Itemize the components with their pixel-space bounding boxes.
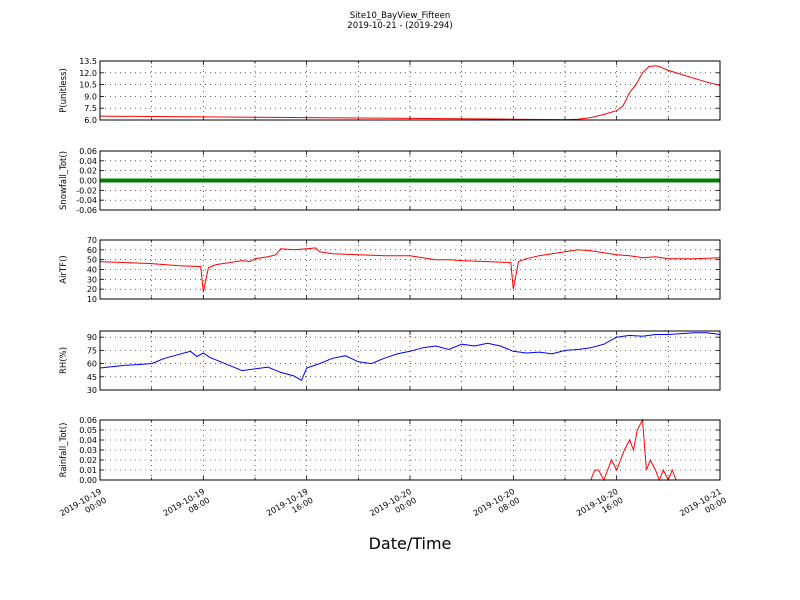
y-tick-label: 0.02 bbox=[79, 456, 97, 465]
panel-frame bbox=[99, 150, 721, 211]
y-tick-label: -0.06 bbox=[76, 206, 97, 215]
panel-frame bbox=[99, 239, 721, 300]
y-tick-label: 60 bbox=[87, 246, 97, 255]
y-tick-label: -0.04 bbox=[76, 196, 97, 205]
y-tick-label: -0.02 bbox=[76, 186, 97, 195]
y-tick-label: 9.0 bbox=[84, 92, 97, 101]
figure-title-block: Site10_BayView_Fifteen 2019-10-21 - (201… bbox=[0, 11, 800, 31]
y-tick-label: 0.00 bbox=[79, 177, 97, 186]
y-tick-label: 0.02 bbox=[79, 167, 97, 176]
figure-subtitle: 2019-10-21 - (2019-294) bbox=[347, 21, 453, 31]
y-tick-label: 50 bbox=[87, 256, 97, 265]
y-axis-label: RH(%) bbox=[59, 347, 69, 374]
panel-frame bbox=[99, 330, 721, 391]
y-tick-label: 10.5 bbox=[79, 81, 97, 90]
y-tick-label: 0.03 bbox=[79, 446, 97, 455]
y-tick-label: 0.04 bbox=[79, 157, 97, 166]
y-tick-label: 6.0 bbox=[84, 116, 97, 125]
y-axis-label: P(unitless) bbox=[59, 68, 69, 113]
y-tick-label: 30 bbox=[87, 386, 97, 395]
y-tick-label: 13.5 bbox=[79, 57, 97, 66]
y-tick-label: 10 bbox=[87, 295, 97, 304]
y-tick-label: 0.01 bbox=[79, 466, 97, 475]
y-axis-label: Snowfall_Tot() bbox=[59, 151, 69, 210]
y-axis-label: AirTF() bbox=[59, 255, 69, 283]
y-tick-label: 7.5 bbox=[84, 104, 97, 113]
series-line bbox=[100, 418, 720, 482]
y-tick-label: 12.0 bbox=[79, 69, 97, 78]
series-line bbox=[99, 247, 721, 293]
y-tick-label: 70 bbox=[87, 236, 97, 245]
y-tick-label: 0.04 bbox=[79, 436, 97, 445]
x-axis-label: Date/Time bbox=[368, 534, 452, 553]
y-tick-label: 45 bbox=[87, 373, 97, 382]
y-tick-label: 0.06 bbox=[79, 416, 97, 425]
x-tick-label: 2019-10-2016:00 bbox=[575, 487, 625, 527]
y-tick-label: 0.00 bbox=[79, 476, 97, 485]
x-tick-label: 2019-10-1900:00 bbox=[58, 487, 108, 527]
series-line bbox=[99, 65, 721, 121]
y-tick-label: 60 bbox=[87, 360, 97, 369]
y-tick-label: 90 bbox=[87, 333, 97, 342]
panel-frame bbox=[99, 419, 721, 481]
y-tick-label: 30 bbox=[87, 275, 97, 284]
y-tick-label: 20 bbox=[87, 285, 97, 294]
x-tick-label: 2019-10-1908:00 bbox=[162, 487, 212, 527]
y-tick-label: 75 bbox=[87, 346, 97, 355]
y-tick-label: 40 bbox=[87, 266, 97, 275]
x-tick-label: 2019-10-1916:00 bbox=[265, 487, 315, 527]
x-tick-label: 2019-10-2100:00 bbox=[678, 487, 728, 527]
y-tick-label: 0.05 bbox=[79, 426, 97, 435]
y-axis-label: Rainfall_Tot() bbox=[59, 423, 69, 478]
panel-frame bbox=[99, 60, 721, 121]
y-tick-label: 0.06 bbox=[79, 147, 97, 156]
figure-title: Site10_BayView_Fifteen bbox=[349, 11, 451, 21]
x-tick-label: 2019-10-2008:00 bbox=[472, 487, 522, 527]
series-line bbox=[99, 332, 721, 382]
x-tick-label: 2019-10-2000:00 bbox=[368, 487, 418, 527]
